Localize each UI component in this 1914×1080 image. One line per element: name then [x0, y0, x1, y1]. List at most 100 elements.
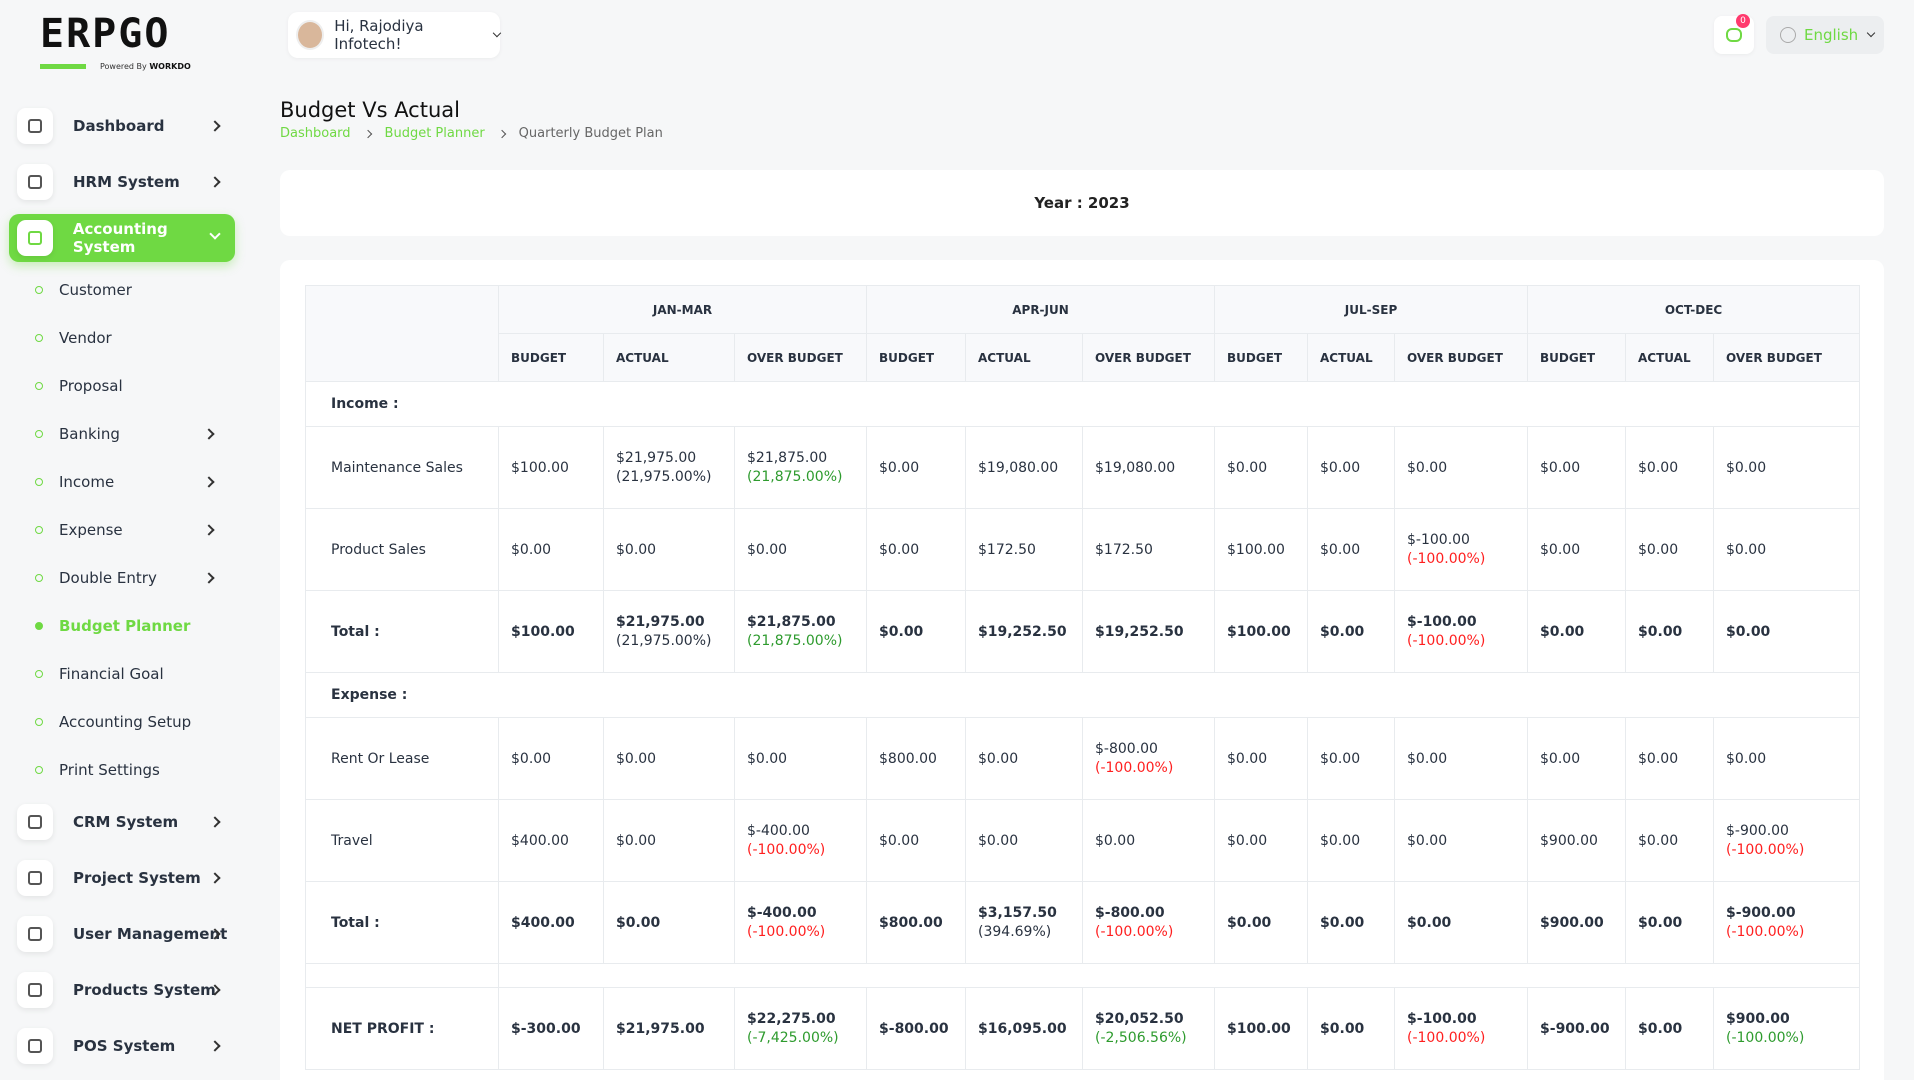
- menu-icon: [17, 164, 53, 200]
- amount-cell: $0.00: [1625, 881, 1715, 964]
- amount-cell: $-100.00 (-100.00%): [1394, 508, 1529, 591]
- amount-cell: $0.00: [1307, 881, 1396, 964]
- submenu-item[interactable]: Double Entry: [9, 554, 235, 602]
- amount: $-100.00: [1407, 1011, 1477, 1027]
- amount-cell: $0.00: [965, 717, 1084, 800]
- column-header: BUDGET: [1527, 333, 1627, 382]
- menu-item[interactable]: CRM System: [9, 794, 235, 850]
- submenu-label: Banking: [59, 425, 120, 443]
- menu-item[interactable]: Products System: [9, 962, 235, 1018]
- amount-cell: $0.00: [866, 508, 967, 591]
- breadcrumb-item[interactable]: Dashboard: [280, 126, 351, 141]
- amount-cell: $0.00: [603, 508, 735, 591]
- user-menu[interactable]: Hi, Rajodiya Infotech!: [288, 12, 502, 58]
- row-label: NET PROFIT :: [305, 987, 499, 1070]
- breadcrumb-item[interactable]: Budget Planner: [384, 126, 485, 141]
- year: Year : 2023: [1034, 194, 1130, 212]
- notification-count: 0: [1736, 14, 1750, 28]
- chevron: [203, 572, 215, 584]
- amount-cell: $0.00: [1394, 799, 1529, 882]
- amount-cell: $0.00: [1625, 799, 1715, 882]
- amount: $-800.00: [1095, 741, 1158, 757]
- amount-cell: $0.00: [733, 717, 868, 800]
- menu-label: Project System: [73, 869, 201, 887]
- chevron: [209, 1040, 221, 1052]
- submenu-item[interactable]: Accounting Setup: [9, 698, 235, 746]
- amount-cell: $19,080.00: [1082, 426, 1216, 509]
- dropdown-caret: [493, 28, 502, 38]
- amount-cell: $0.00: [1527, 717, 1627, 800]
- logo[interactable]: ERPGO Powered By WORKDO: [40, 14, 191, 73]
- submenu-label: Customer: [59, 281, 132, 299]
- year-card: Year : 2023: [280, 170, 1884, 236]
- amount-cell: $0.00: [1713, 508, 1861, 591]
- amount: $22,275.00: [747, 1011, 836, 1027]
- language-select[interactable]: English: [1766, 16, 1884, 54]
- amount: $20,052.50: [1095, 1011, 1184, 1027]
- amount-cell: $800.00: [866, 717, 967, 800]
- brand: WORKDO: [149, 62, 191, 71]
- amount-cell: $21,975.00 (21,975.00%): [603, 426, 735, 509]
- menu-item[interactable]: User Management: [9, 906, 235, 962]
- percent: (-2,506.56%): [1095, 1030, 1187, 1046]
- amount-cell: $0.00: [1527, 508, 1627, 591]
- amount-cell: $0.00: [1082, 799, 1216, 882]
- row-label: Total :: [305, 590, 499, 673]
- total-row: Total : $100.00 $21,975.00 (21,975.00%) $21,…: [305, 590, 1861, 673]
- amount-cell: $0.00: [1214, 717, 1309, 800]
- submenu-item[interactable]: Expense: [9, 506, 235, 554]
- amount: $3,157.50: [978, 905, 1057, 921]
- language: English: [1804, 26, 1859, 44]
- submenu-item[interactable]: Budget Planner: [9, 602, 235, 650]
- amount-cell: $3,157.50 (394.69%): [965, 881, 1084, 964]
- menu-item[interactable]: POS System: [9, 1018, 235, 1074]
- amount-cell: $0.00: [1394, 881, 1529, 964]
- column-header: ACTUAL: [965, 333, 1084, 382]
- header-row: JAN-MAR APR-JUN JUL-SEP OCT-DEC: [305, 285, 1861, 382]
- menu-item[interactable]: HRM System: [9, 154, 235, 210]
- column-header: ACTUAL: [603, 333, 735, 382]
- chevron: [203, 428, 215, 440]
- notifications[interactable]: 0: [1714, 14, 1754, 54]
- menu-item[interactable]: Accounting System: [9, 214, 235, 262]
- menu-item[interactable]: Dashboard: [9, 98, 235, 154]
- amount-cell: $0.00: [603, 717, 735, 800]
- percent: (-100.00%): [1407, 633, 1486, 649]
- amount-cell: $21,875.00 (21,875.00%): [733, 590, 868, 673]
- chat-icon: [1726, 28, 1742, 42]
- submenu-item[interactable]: Print Settings: [9, 746, 235, 794]
- menu-label: Accounting System: [72, 220, 168, 256]
- total-row: Total : $400.00 $0.00 $-400.00 (-100.00%) $80…: [305, 881, 1861, 964]
- amount-cell: $800.00: [866, 881, 967, 964]
- logo-tagline: Powered By WORKDO: [100, 62, 191, 71]
- percent: (-100.00%): [1407, 1030, 1486, 1046]
- amount: $21,875.00: [747, 614, 836, 630]
- submenu-item[interactable]: Customer: [9, 266, 235, 314]
- menu-label: POS System: [73, 1037, 176, 1055]
- logo-bar: [40, 64, 86, 69]
- submenu-item[interactable]: Income: [9, 458, 235, 506]
- icon-glyph: [28, 871, 42, 885]
- menu-icon: [17, 220, 53, 256]
- icon-glyph: [28, 119, 42, 133]
- menu-label: HRM System: [73, 173, 180, 191]
- menu-label: Products System: [73, 981, 216, 999]
- amount-cell: $22,275.00 (-7,425.00%): [733, 987, 868, 1070]
- menu-icon: [17, 972, 53, 1008]
- menu-item[interactable]: Project System: [9, 850, 235, 906]
- chevron: [203, 524, 215, 536]
- report-card: JAN-MAR APR-JUN JUL-SEP OCT-DEC BUDGET ACTUAL…: [280, 260, 1884, 1080]
- submenu-item[interactable]: Vendor: [9, 314, 235, 362]
- greeting: Hi, Rajodiya Infotech!: [334, 17, 424, 53]
- amount-cell: $172.50: [1082, 508, 1216, 591]
- spacer-cell: [497, 963, 1861, 988]
- amount-cell: $0.00: [1307, 426, 1396, 509]
- logo-text: ERPGO: [40, 11, 171, 57]
- amount-cell: $0.00: [866, 799, 967, 882]
- amount-cell: $0.00: [603, 799, 735, 882]
- column-header: OVER BUDGET: [1082, 333, 1216, 382]
- submenu-item[interactable]: Banking: [9, 410, 235, 458]
- submenu-item[interactable]: Financial Goal: [9, 650, 235, 698]
- submenu-item[interactable]: Proposal: [9, 362, 235, 410]
- amount-cell: $19,080.00: [965, 426, 1084, 509]
